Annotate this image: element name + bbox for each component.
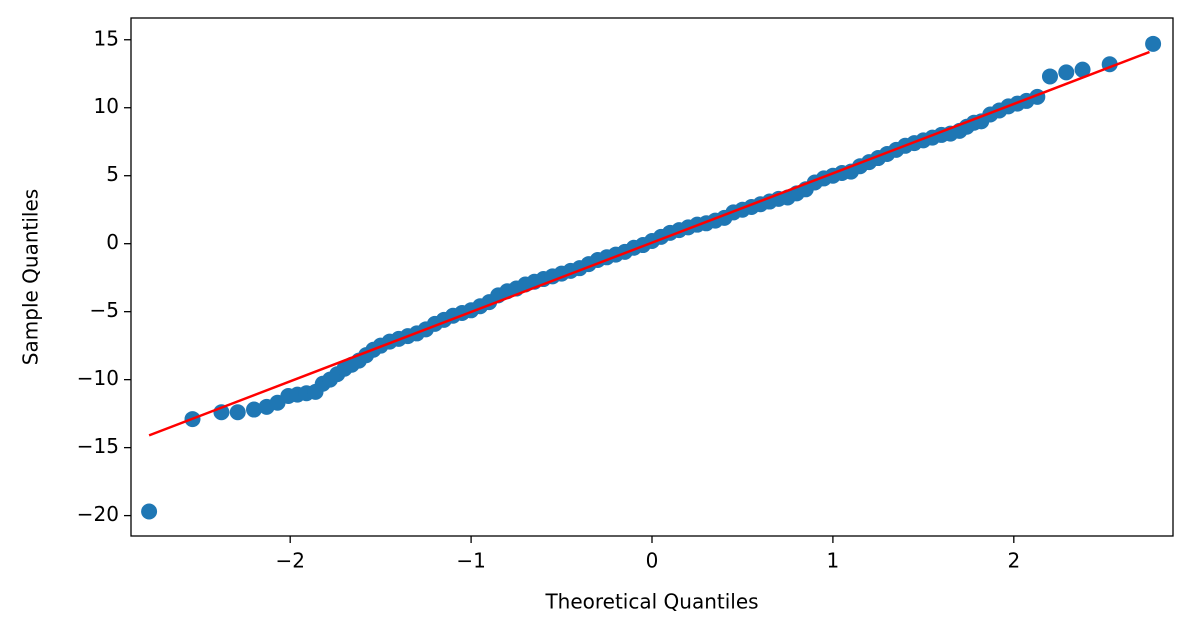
point	[1058, 64, 1075, 81]
x-axis-label: Theoretical Quantiles	[544, 590, 758, 614]
y-axis-label: Sample Quantiles	[19, 189, 43, 365]
plot-frame	[130, 17, 1174, 537]
x-tick-label: −1	[456, 549, 485, 573]
x-tick-label: 0	[646, 549, 659, 573]
x-tick-label: −2	[275, 549, 304, 573]
point	[1041, 68, 1058, 85]
y-tick-label: −10	[77, 366, 119, 390]
point	[141, 503, 158, 520]
point	[246, 401, 263, 418]
y-tick-label: −5	[90, 298, 119, 322]
point	[229, 404, 246, 421]
x-tick-label: 2	[1007, 549, 1020, 573]
y-tick-label: 5	[106, 162, 119, 186]
y-tick-label: −20	[77, 502, 119, 526]
y-tick-label: 10	[94, 94, 119, 118]
reference-line	[148, 50, 1150, 437]
y-tick-label: −15	[77, 434, 119, 458]
y-tick-label: 15	[94, 26, 119, 50]
x-tick-label: 1	[827, 549, 840, 573]
y-tick-label: 0	[106, 230, 119, 254]
point	[1074, 61, 1091, 78]
point	[1145, 35, 1162, 52]
